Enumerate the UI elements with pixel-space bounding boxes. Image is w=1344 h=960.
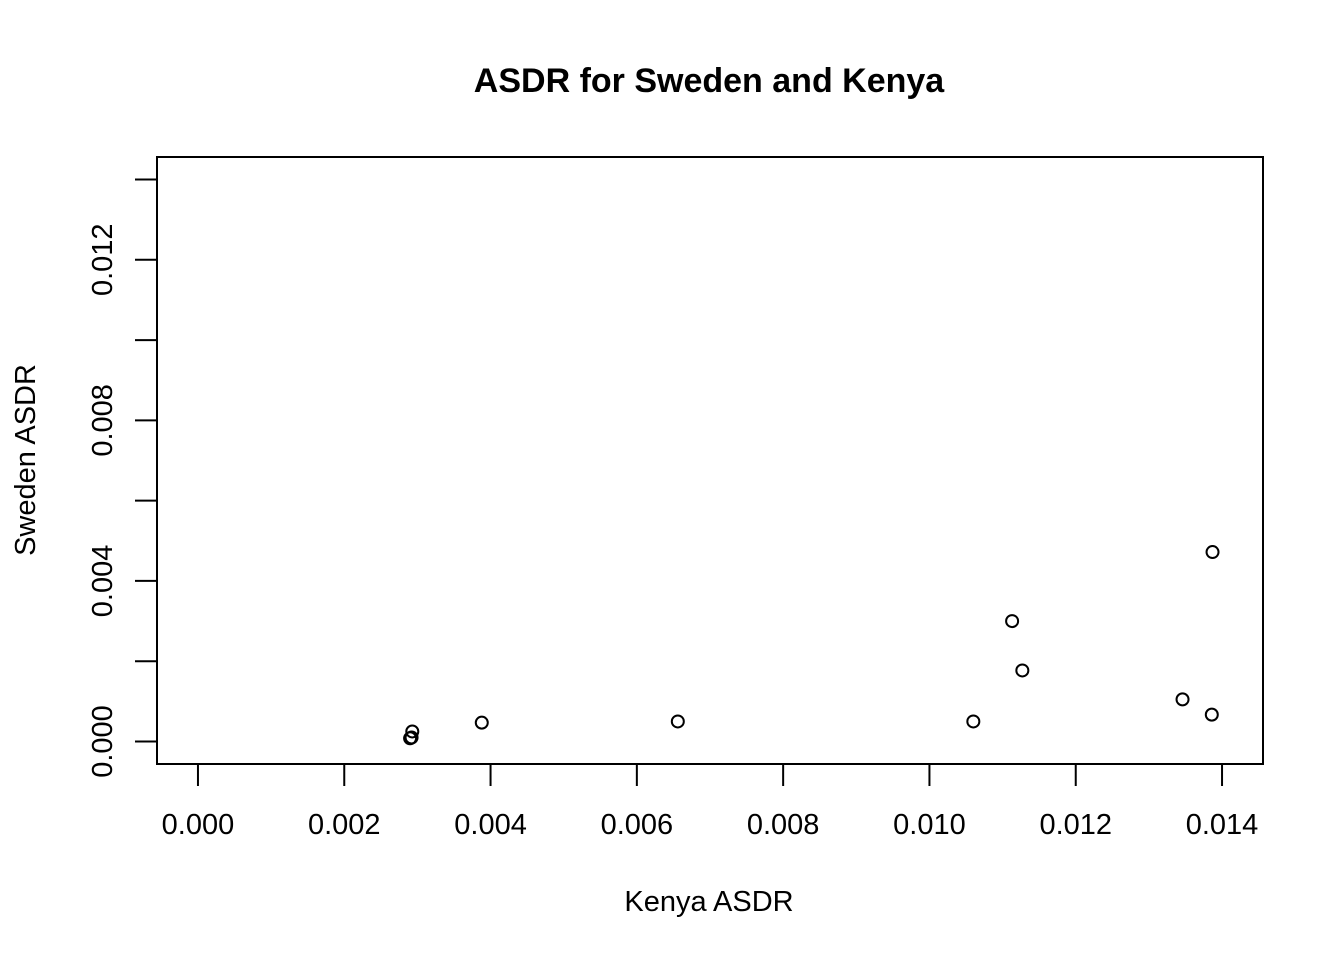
data-point (474, 715, 489, 730)
y-tick-label: 0.000 (87, 705, 119, 778)
x-axis-label: Kenya ASDR (624, 886, 793, 918)
y-axis: 0.000 0.004 0.008 0.012 (87, 178, 158, 778)
data-point (1015, 663, 1030, 678)
x-tick-label: 0.006 (601, 809, 674, 841)
y-tick-label: 0.012 (87, 223, 119, 296)
chart-title: ASDR for Sweden and Kenya (474, 62, 946, 100)
data-point (403, 731, 418, 746)
x-tick-label: 0.010 (893, 809, 966, 841)
data-point (1175, 692, 1190, 707)
data-point (966, 714, 981, 729)
data-point (1205, 545, 1220, 560)
data-point (405, 724, 420, 739)
x-tick-label: 0.000 (162, 809, 235, 841)
x-tick-label: 0.002 (308, 809, 381, 841)
x-tick-label: 0.012 (1039, 809, 1112, 841)
y-tick-label: 0.004 (87, 545, 119, 618)
plot-area-border (156, 156, 1264, 765)
data-points (403, 545, 1220, 746)
x-tick-label: 0.008 (747, 809, 820, 841)
y-axis-label: Sweden ASDR (10, 364, 42, 556)
data-point (1005, 614, 1020, 629)
data-point (670, 714, 685, 729)
y-tick-label: 0.008 (87, 384, 119, 457)
x-tick-label: 0.014 (1186, 809, 1259, 841)
x-axis: 0.000 0.002 0.004 0.006 0.008 0.010 0.012 0.014 (162, 763, 1259, 841)
data-point (1204, 707, 1219, 722)
x-tick-label: 0.004 (454, 809, 527, 841)
